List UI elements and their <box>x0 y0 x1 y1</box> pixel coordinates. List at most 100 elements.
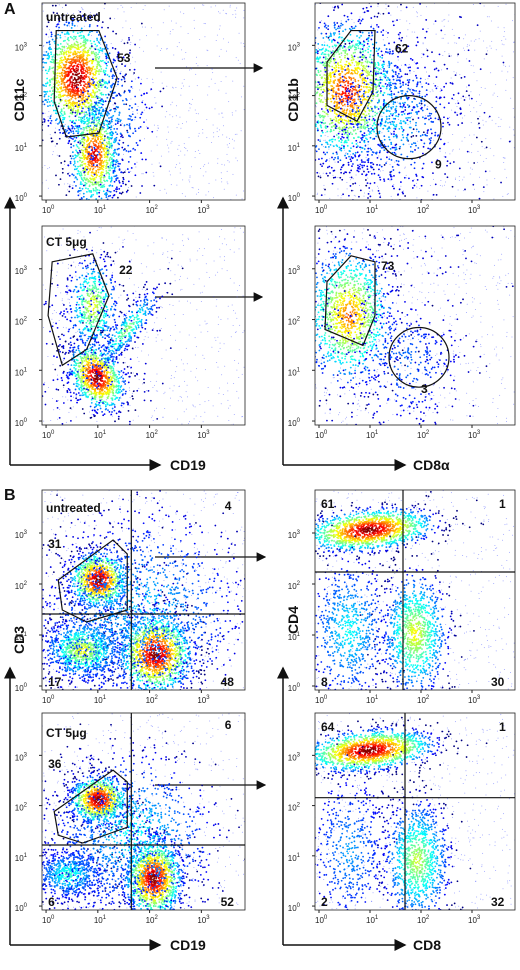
x-tick-label: 101 <box>366 205 379 215</box>
x-tick-label: 100 <box>42 695 55 705</box>
gate-percentage: 1 <box>499 720 506 734</box>
gate-percentage: 62 <box>395 41 409 55</box>
x-axis-label: CD8 <box>413 937 441 953</box>
x-tick-label: 100 <box>315 205 328 215</box>
x-tick-label: 102 <box>146 205 159 215</box>
gate-percentage: 4 <box>225 499 232 513</box>
gate-percentage: 52 <box>221 895 235 909</box>
y-tick-label: 100 <box>15 903 28 913</box>
gate-percentage: 48 <box>221 675 235 689</box>
x-tick-label: 101 <box>366 695 379 705</box>
x-tick-label: 102 <box>417 430 430 440</box>
x-tick-label: 102 <box>417 915 430 925</box>
x-tick-label: 101 <box>94 915 107 925</box>
y-tick-label: 102 <box>288 317 301 327</box>
gate-percentage: 6 <box>225 718 232 732</box>
y-tick-label: 100 <box>288 903 301 913</box>
gate-percentage: 6 <box>48 895 55 909</box>
y-tick-label: 100 <box>15 683 28 693</box>
density-cloud <box>178 82 520 517</box>
plot-frame <box>315 490 515 690</box>
condition-label: CT 5μg <box>46 235 87 249</box>
gate-percentage: 73 <box>381 259 395 273</box>
y-tick-label: 102 <box>15 581 28 591</box>
gate-percentage: 2 <box>321 895 328 909</box>
y-tick-label: 103 <box>288 266 301 276</box>
y-tick-label: 101 <box>15 367 28 377</box>
panel-label: B <box>4 487 16 504</box>
y-tick-label: 102 <box>15 317 28 327</box>
density-cloud <box>0 694 273 965</box>
gate-percentage: 3 <box>421 382 428 396</box>
y-tick-label: 103 <box>288 530 301 540</box>
gate-percentage: 32 <box>491 895 505 909</box>
flow-plot: 100 100 101 101 102 102 103 103 73 3 <box>178 82 520 517</box>
x-axis-label: CD8α <box>413 457 450 473</box>
panel-label: A <box>4 1 16 18</box>
y-tick-label: 103 <box>15 752 28 762</box>
y-tick-label: 101 <box>15 853 28 863</box>
x-tick-label: 103 <box>468 430 481 440</box>
gate-percentage: 64 <box>321 720 335 734</box>
flow-plot: 100 100 101 101 102 102 103 103 untreated 4 31 17 48 <box>0 415 302 772</box>
x-tick-label: 103 <box>197 915 210 925</box>
y-tick-label: 100 <box>288 193 301 203</box>
y-tick-label: 101 <box>15 143 28 153</box>
x-tick-label: 101 <box>366 430 379 440</box>
y-tick-label: 101 <box>288 367 301 377</box>
x-tick-label: 103 <box>197 695 210 705</box>
gate-percentage: 1 <box>499 497 506 511</box>
x-tick-label: 103 <box>197 205 210 215</box>
gate-percentage: 31 <box>48 537 62 551</box>
x-tick-label: 100 <box>315 430 328 440</box>
condition-label: untreated <box>46 501 101 515</box>
x-tick-label: 100 <box>315 915 328 925</box>
x-tick-label: 100 <box>315 695 328 705</box>
gate-percentage: 17 <box>48 675 62 689</box>
y-tick-label: 101 <box>288 143 301 153</box>
condition-label: untreated <box>46 10 101 24</box>
y-tick-label: 102 <box>288 581 301 591</box>
x-tick-label: 103 <box>468 915 481 925</box>
y-tick-label: 102 <box>15 803 28 813</box>
x-tick-label: 100 <box>42 430 55 440</box>
gate-percentage: 8 <box>321 675 328 689</box>
y-tick-label: 100 <box>288 418 301 428</box>
gate-percentage: 9 <box>435 158 442 172</box>
y-axis-label: CD4 <box>285 606 301 634</box>
gate-percentage: 22 <box>119 263 133 277</box>
x-tick-label: 103 <box>468 205 481 215</box>
density-cloud <box>268 703 516 965</box>
y-tick-label: 103 <box>15 530 28 540</box>
x-tick-label: 102 <box>417 695 430 705</box>
x-tick-label: 101 <box>94 695 107 705</box>
y-tick-label: 100 <box>15 418 28 428</box>
gate-percentage: 61 <box>321 497 335 511</box>
x-axis-label: CD19 <box>170 457 206 473</box>
x-tick-label: 101 <box>94 205 107 215</box>
y-tick-label: 103 <box>288 42 301 52</box>
x-tick-label: 103 <box>468 695 481 705</box>
x-tick-label: 102 <box>146 695 159 705</box>
x-tick-label: 100 <box>42 205 55 215</box>
y-tick-label: 100 <box>288 683 301 693</box>
x-tick-label: 101 <box>366 915 379 925</box>
x-tick-label: 101 <box>94 430 107 440</box>
x-tick-label: 102 <box>417 205 430 215</box>
x-tick-label: 103 <box>197 430 210 440</box>
x-tick-label: 102 <box>146 915 159 925</box>
gate-percentage: 53 <box>117 51 131 65</box>
gate-percentage: 36 <box>48 757 62 771</box>
plot-frame <box>315 3 515 200</box>
y-tick-label: 100 <box>15 193 28 203</box>
y-tick-label: 103 <box>15 42 28 52</box>
x-axis-label: CD19 <box>170 937 206 953</box>
x-tick-label: 100 <box>42 915 55 925</box>
gate-percentage: 30 <box>491 675 505 689</box>
density-cloud <box>0 415 302 772</box>
